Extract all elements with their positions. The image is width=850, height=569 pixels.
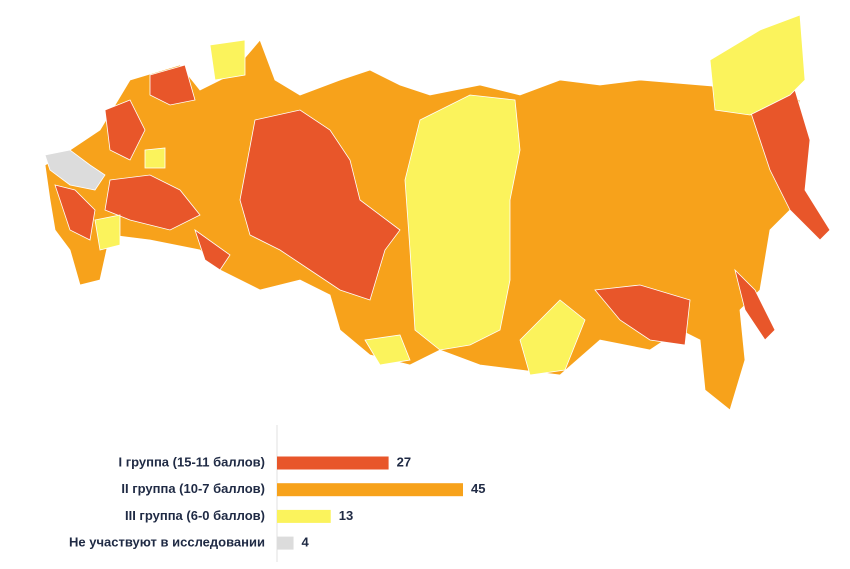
map-region <box>404 94 521 351</box>
map-region <box>239 109 401 301</box>
value-label: 4 <box>302 535 310 550</box>
map-region <box>364 334 411 366</box>
map-region <box>709 14 806 116</box>
map-region <box>104 174 201 231</box>
map-region <box>44 149 106 191</box>
map-region <box>94 214 121 251</box>
map-region <box>149 64 196 106</box>
map-region <box>519 299 586 376</box>
map-region <box>749 89 831 241</box>
bar <box>277 483 463 497</box>
category-label: II группа (10-7 баллов) <box>121 481 265 496</box>
map-region <box>209 39 246 81</box>
map-region <box>54 184 96 241</box>
bar-chart: I группа (15-11 баллов) 27 II группа (10-7… <box>69 454 485 550</box>
map-region <box>594 284 691 346</box>
value-label: 27 <box>397 454 411 469</box>
map <box>44 14 831 411</box>
map-region <box>734 268 776 341</box>
map-region <box>104 99 146 161</box>
value-label: 13 <box>339 508 353 523</box>
value-label: 45 <box>471 481 485 496</box>
map-region <box>144 147 166 169</box>
category-label: I группа (15-11 баллов) <box>118 454 265 469</box>
map-region <box>194 228 231 271</box>
category-label: Не участвуют в исследовании <box>69 535 265 550</box>
bar <box>277 536 294 550</box>
category-label: III группа (6-0 баллов) <box>125 508 265 523</box>
bar <box>277 509 331 523</box>
bar <box>277 456 389 470</box>
